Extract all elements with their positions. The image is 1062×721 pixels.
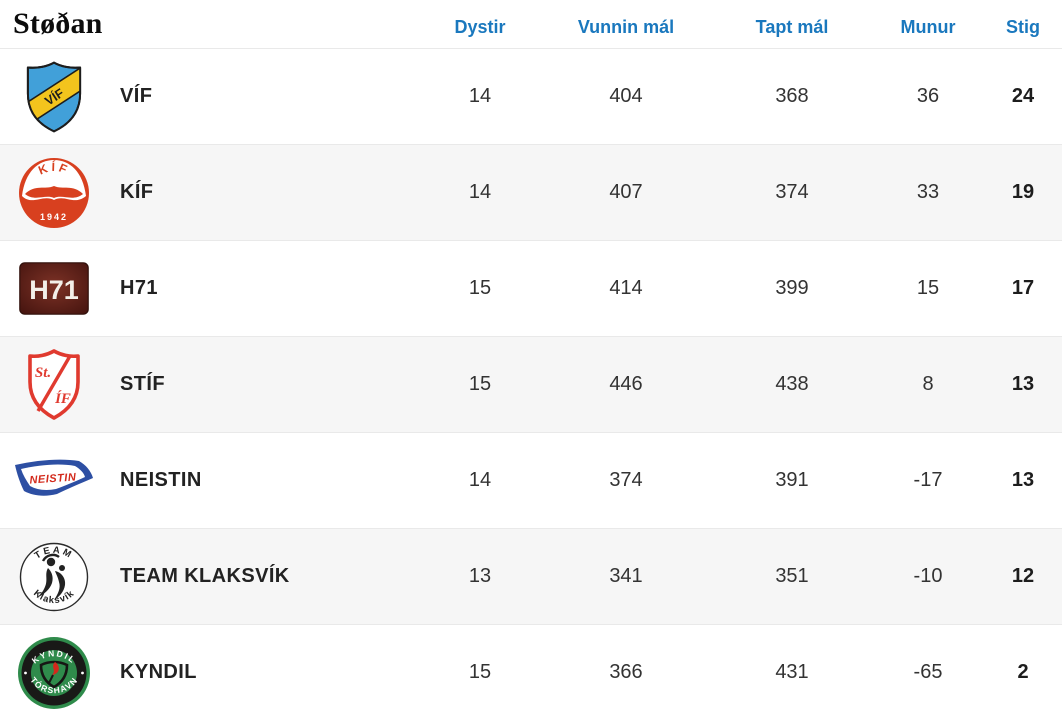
vunnin-mal-value: 407 (609, 181, 643, 203)
stif-club-logo: St. ÍF (28, 349, 80, 420)
table-header: Støðan Dystir Vunnin mál Tapt mál Munur … (0, 0, 1062, 48)
stig-value: 19 (1011, 181, 1035, 203)
h71-club-logo: H71 (19, 262, 89, 315)
munur-value: 33 (916, 181, 940, 203)
kyndil-club-logo: KYNDIL TÓRSHAVN (18, 636, 90, 709)
dystir-value: 14 (468, 469, 492, 491)
column-header-stig: Stig (1006, 16, 1040, 37)
column-header-vunnin-mal: Vunnin mál (577, 16, 675, 37)
neistin-logo-text: NEISTIN (29, 471, 77, 486)
stif-logo-text-bottom: ÍF (54, 390, 71, 407)
munur-value: -17 (913, 469, 943, 491)
stig-value: 12 (1011, 565, 1035, 587)
table-row-kif: KÍF 1942 KÍF 14 407 374 33 19 (0, 144, 1062, 240)
table-row-team-klaksvik: TEAM Klaksvík TEAM KLAKSVÍK 13 341 351 -… (0, 528, 1062, 624)
stig-value: 24 (1011, 85, 1035, 107)
kif-club-logo: KÍF 1942 (19, 157, 89, 228)
munur-value: 36 (916, 85, 940, 107)
munur-value: 8 (922, 373, 934, 395)
column-header-tapt-mal: Tapt mál (755, 16, 829, 37)
team-name: TEAM KLAKSVÍK (120, 565, 290, 587)
team-name: VÍF (120, 85, 153, 107)
team-klaksvik-club-logo: TEAM Klaksvík (19, 542, 89, 611)
munur-value: 15 (916, 277, 940, 299)
page-title: Støðan (13, 7, 103, 40)
tapt-mal-value: 368 (775, 85, 809, 107)
table-row-h71: H71 H71 15 414 399 15 17 (0, 240, 1062, 336)
table-row-vif: VÍF VÍF 14 404 368 36 24 (0, 48, 1062, 144)
vunnin-mal-value: 414 (609, 277, 643, 299)
stig-value: 2 (1017, 661, 1029, 683)
column-header-dystir: Dystir (454, 16, 506, 37)
dystir-value: 14 (468, 181, 492, 203)
stig-value: 17 (1011, 277, 1035, 299)
dystir-value: 13 (468, 565, 492, 587)
team-name: NEISTIN (120, 469, 202, 491)
tapt-mal-value: 438 (775, 373, 809, 395)
tapt-mal-value: 391 (775, 469, 809, 491)
vunnin-mal-value: 374 (609, 469, 643, 491)
vunnin-mal-value: 404 (609, 85, 643, 107)
dystir-value: 14 (468, 85, 492, 107)
munur-value: -65 (913, 661, 943, 683)
tapt-mal-value: 431 (775, 661, 809, 683)
kif-logo-year: 1942 (40, 212, 68, 222)
dystir-value: 15 (468, 661, 492, 683)
dystir-value: 15 (468, 277, 492, 299)
vunnin-mal-value: 366 (609, 661, 643, 683)
neistin-club-logo: NEISTIN (15, 459, 93, 496)
tapt-mal-value: 399 (775, 277, 809, 299)
team-name: STÍF (120, 373, 165, 395)
tapt-mal-value: 374 (775, 181, 809, 203)
stig-value: 13 (1011, 469, 1035, 491)
column-header-munur: Munur (900, 16, 956, 37)
vunnin-mal-value: 341 (609, 565, 643, 587)
stig-value: 13 (1011, 373, 1035, 395)
team-name: KYNDIL (120, 661, 197, 683)
vunnin-mal-value: 446 (609, 373, 643, 395)
table-row-neistin: NEISTIN NEISTIN 14 374 391 -17 13 (0, 432, 1062, 528)
dystir-value: 15 (468, 373, 492, 395)
table-row-kyndil: KYNDIL TÓRSHAVN KYNDIL 15 366 431 -65 2 (0, 624, 1062, 720)
table-row-stif: St. ÍF STÍF 15 446 438 8 13 (0, 336, 1062, 432)
h71-logo-text: H71 (29, 275, 79, 305)
vif-club-logo: VÍF (26, 61, 82, 132)
munur-value: -10 (913, 565, 943, 587)
stif-logo-text-top: St. (35, 365, 51, 381)
team-name: H71 (120, 277, 158, 299)
tapt-mal-value: 351 (775, 565, 809, 587)
team-name: KÍF (120, 181, 154, 203)
